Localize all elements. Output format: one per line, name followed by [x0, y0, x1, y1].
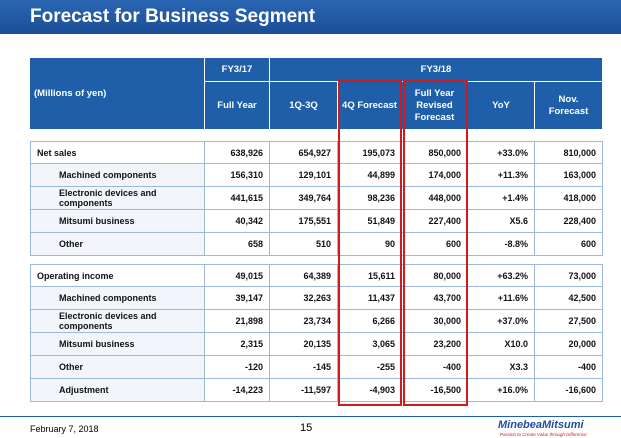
cell-value: -145 [270, 356, 338, 379]
row-label: Electronic devices and components [30, 310, 205, 333]
cell-value: 20,000 [535, 333, 603, 356]
cell-value: -8.8% [468, 233, 535, 256]
cell-value: 20,135 [270, 333, 338, 356]
column-header: 1Q-3Q [270, 82, 338, 130]
cell-value: 40,342 [205, 210, 270, 233]
row-label: Other [30, 233, 205, 256]
tagline: Passion to Create Value through Differen… [500, 432, 587, 437]
cell-value: +16.0% [468, 379, 535, 402]
cell-value: 658 [205, 233, 270, 256]
group-header: FY3/18 [270, 58, 603, 82]
cell-value: 21,898 [205, 310, 270, 333]
cell-value: 418,000 [535, 187, 603, 210]
row-label: Electronic devices and components [30, 187, 205, 210]
highlight-box [403, 80, 468, 406]
highlight-box [338, 80, 402, 406]
cell-value: 228,400 [535, 210, 603, 233]
cell-value: -11,597 [270, 379, 338, 402]
row-label: Other [30, 356, 205, 379]
column-header: Nov. Forecast [535, 82, 603, 130]
cell-value: -14,223 [205, 379, 270, 402]
cell-value: +63.2% [468, 264, 535, 287]
row-label: Mitsumi business [30, 333, 205, 356]
cell-value: 349,764 [270, 187, 338, 210]
slide-title: Forecast for Business Segment [30, 6, 316, 27]
row-label: Mitsumi business [30, 210, 205, 233]
cell-value: 129,101 [270, 164, 338, 187]
cell-value: +1.4% [468, 187, 535, 210]
row-label: Net sales [30, 141, 205, 164]
cell-value: 638,926 [205, 141, 270, 164]
row-label: Machined components [30, 287, 205, 310]
cell-value: 39,147 [205, 287, 270, 310]
cell-value: 27,500 [535, 310, 603, 333]
cell-value: -400 [535, 356, 603, 379]
cell-value: 73,000 [535, 264, 603, 287]
cell-value: +37.0% [468, 310, 535, 333]
logo: MinebeaMitsumi [498, 419, 584, 431]
cell-value: +33.0% [468, 141, 535, 164]
cell-value: 64,389 [270, 264, 338, 287]
row-label: Machined components [30, 164, 205, 187]
cell-value: 600 [535, 233, 603, 256]
cell-value: 810,000 [535, 141, 603, 164]
cell-value: X3.3 [468, 356, 535, 379]
cell-value: +11.3% [468, 164, 535, 187]
cell-value: X10.0 [468, 333, 535, 356]
unit-header: (Millions of yen) [30, 58, 205, 130]
cell-value: 156,310 [205, 164, 270, 187]
cell-value: 654,927 [270, 141, 338, 164]
cell-value: 163,000 [535, 164, 603, 187]
cell-value: -16,600 [535, 379, 603, 402]
cell-value: 23,734 [270, 310, 338, 333]
date: February 7, 2018 [30, 424, 99, 434]
row-label: Adjustment [30, 379, 205, 402]
group-header: FY3/17 [205, 58, 270, 82]
cell-value: X5.6 [468, 210, 535, 233]
cell-value: 441,615 [205, 187, 270, 210]
cell-value: 175,551 [270, 210, 338, 233]
row-label: Operating income [30, 264, 205, 287]
cell-value: +11.6% [468, 287, 535, 310]
cell-value: 49,015 [205, 264, 270, 287]
column-header: YoY [468, 82, 535, 130]
cell-value: -120 [205, 356, 270, 379]
column-header: Full Year [205, 82, 270, 130]
cell-value: 42,500 [535, 287, 603, 310]
page-number: 15 [300, 422, 313, 434]
cell-value: 2,315 [205, 333, 270, 356]
title-bar [0, 0, 621, 34]
cell-value: 510 [270, 233, 338, 256]
footer-line [0, 416, 621, 417]
column-header: 4Q Forecast [338, 82, 402, 130]
cell-value: 32,263 [270, 287, 338, 310]
